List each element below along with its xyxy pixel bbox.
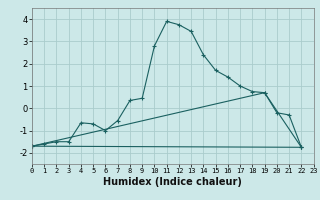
X-axis label: Humidex (Indice chaleur): Humidex (Indice chaleur): [103, 177, 242, 187]
